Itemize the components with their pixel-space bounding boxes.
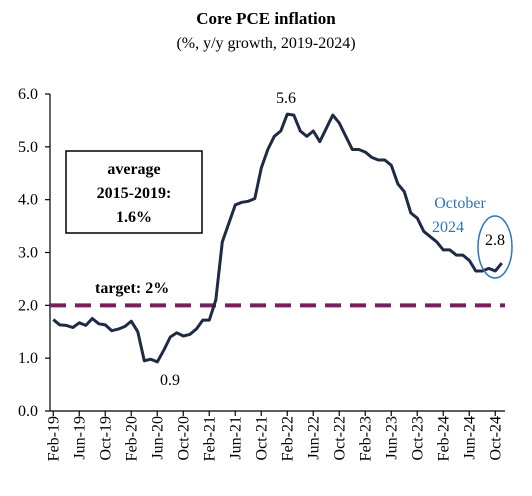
x-tick-label: Jun-21: [227, 416, 244, 460]
x-tick-label: Jun-20: [149, 416, 166, 460]
target-label: target: 2%: [95, 280, 169, 297]
x-tick-label: Jun-24: [461, 416, 478, 460]
y-tick-label: 3.0: [18, 245, 38, 262]
y-tick-label: 5.0: [18, 139, 38, 156]
y-tick-label: 0.0: [18, 403, 38, 420]
average-annotation-box: [65, 150, 203, 234]
latest-annotation-line1: October: [434, 195, 486, 212]
average-annotation-line2: 2015-2019:: [97, 185, 172, 202]
chart-subtitle: (%, y/y growth, 2019-2024): [176, 35, 355, 52]
x-tick-label: Oct-24: [487, 416, 504, 460]
x-tick-label: Oct-22: [331, 416, 348, 460]
core-pce-series-line: [52, 112, 503, 364]
average-annotation-line1: average: [107, 161, 160, 178]
y-axis: 0.0 1.0 2.0 3.0 4.0 5.0 6.0: [18, 86, 51, 420]
y-tick-label: 1.0: [18, 350, 38, 367]
latest-annotation-line2: 2024: [432, 219, 464, 236]
x-tick-label: Feb-22: [279, 416, 296, 461]
x-tick-label: Feb-20: [123, 416, 140, 461]
y-tick-label: 2.0: [18, 297, 38, 314]
x-tick-label: Feb-21: [201, 416, 218, 461]
x-tick-label: Jun-23: [383, 416, 400, 460]
x-axis: Feb-19 Jun-19 Oct-19 Feb-20 Jun-20 Oct-20 Feb-…: [45, 410, 505, 461]
average-annotation-line3: 1.6%: [116, 209, 152, 226]
trough-label: 0.9: [160, 372, 180, 389]
x-tick-label: Feb-19: [45, 416, 62, 461]
latest-value-highlight-ellipse: [477, 215, 513, 279]
chart-title: Core PCE inflation: [196, 9, 336, 28]
x-tick-label: Feb-24: [435, 416, 452, 461]
x-tick-label: Jun-19: [71, 416, 88, 460]
y-tick-label: 6.0: [18, 86, 38, 103]
y-tick-label: 4.0: [18, 192, 38, 209]
peak-label: 5.6: [276, 90, 296, 107]
x-tick-label: Oct-20: [175, 416, 192, 460]
x-tick-label: Oct-19: [97, 416, 114, 460]
x-tick-label: Oct-23: [409, 416, 426, 460]
x-tick-label: Feb-23: [357, 416, 374, 461]
latest-value-label: 2.8: [485, 232, 505, 249]
x-tick-label: Jun-22: [305, 416, 322, 460]
x-tick-label: Oct-21: [253, 416, 270, 460]
